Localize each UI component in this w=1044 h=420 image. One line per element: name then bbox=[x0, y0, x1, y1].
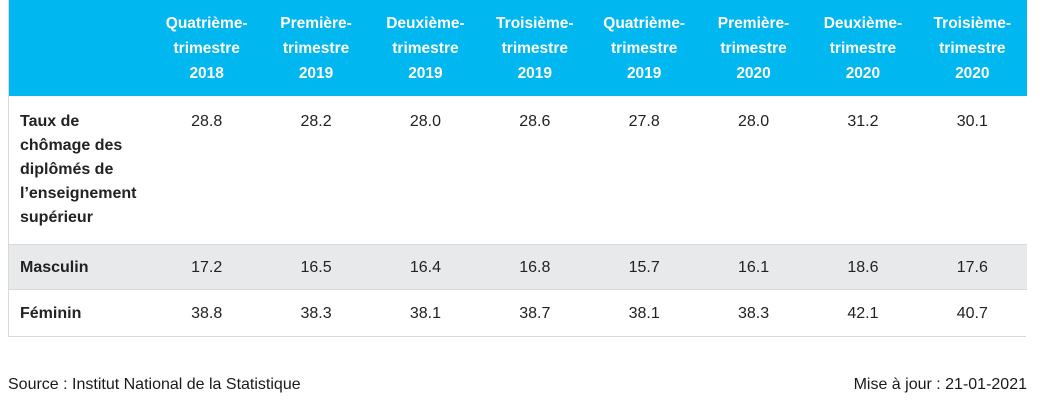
column-header: Troisième-trimestre 2020 bbox=[918, 0, 1027, 96]
header-line: 2018 bbox=[189, 64, 224, 82]
header-line: 2020 bbox=[845, 64, 881, 82]
row-label-line: chômage des bbox=[20, 137, 123, 154]
table-cell: 17.6 bbox=[956, 258, 988, 276]
column-header: Quatrième-trimestre 2019 bbox=[590, 0, 699, 96]
table-row: Masculin 17.2 16.5 16.4 16.8 15.7 16.1 1… bbox=[9, 244, 1027, 289]
table-cell: 16.4 bbox=[409, 258, 441, 276]
header-line: Deuxième- bbox=[823, 14, 903, 32]
row-label-line: diplômés de bbox=[20, 161, 114, 178]
header-line: Quatrième- bbox=[603, 14, 686, 32]
header-line: 2019 bbox=[408, 64, 443, 82]
header-line: Première- bbox=[717, 14, 790, 32]
table-cell: 42.1 bbox=[847, 304, 879, 322]
row-label: Masculin bbox=[20, 258, 89, 276]
column-header: Deuxième-trimestre 2019 bbox=[371, 0, 480, 96]
table-cell: 30.1 bbox=[956, 113, 988, 130]
table-cell: 38.1 bbox=[409, 304, 441, 322]
table-cell: 38.3 bbox=[300, 304, 332, 322]
table-cell: 18.6 bbox=[847, 258, 879, 276]
table-cell: 28.8 bbox=[191, 113, 223, 130]
row-label: Taux de chômage des diplômés de l’enseignem… bbox=[9, 96, 152, 244]
table-cell: 38.7 bbox=[519, 304, 551, 322]
column-header: Troisième-trimestre 2019 bbox=[480, 0, 589, 96]
row-label-line: l’enseignement bbox=[20, 185, 137, 202]
header-line: 2020 bbox=[955, 64, 990, 82]
header-line: Deuxième- bbox=[386, 14, 465, 32]
data-table-container: Quatrième-trimestre 2018 Première-trimest… bbox=[8, 0, 1027, 337]
header-line: trimestre bbox=[282, 39, 350, 57]
table-cell: 28.0 bbox=[409, 113, 441, 130]
row-label: Féminin bbox=[20, 304, 82, 322]
header-line: 2019 bbox=[517, 64, 553, 82]
table-cell: 28.6 bbox=[519, 113, 551, 130]
header-line: trimestre bbox=[173, 39, 240, 57]
table-row: Taux de chômage des diplômés de l’enseignem… bbox=[9, 96, 1027, 244]
table-cell: 38.3 bbox=[737, 304, 770, 322]
unemployment-table: Quatrième-trimestre 2018 Première-trimest… bbox=[9, 0, 1027, 336]
table-cell: 38.1 bbox=[628, 304, 660, 322]
header-line: Troisième- bbox=[496, 14, 574, 32]
table-cell: 27.8 bbox=[628, 113, 660, 130]
header-line: Première- bbox=[280, 14, 352, 32]
header-line: trimestre bbox=[501, 39, 568, 57]
table-cell: 31.2 bbox=[847, 113, 879, 130]
table-cell: 16.8 bbox=[519, 258, 551, 276]
header-line: trimestre bbox=[720, 39, 787, 57]
table-header: Quatrième-trimestre 2018 Première-trimest… bbox=[9, 0, 1027, 96]
column-header: Quatrième-trimestre 2018 bbox=[152, 0, 261, 96]
header-line: trimestre bbox=[611, 39, 678, 57]
header-line: 2019 bbox=[298, 64, 334, 82]
table-cell: 40.7 bbox=[956, 304, 988, 322]
column-header: Deuxième-trimestre 2020 bbox=[808, 0, 917, 96]
header-row: Quatrième-trimestre 2018 Première-trimest… bbox=[9, 0, 1027, 96]
table-cell: 17.2 bbox=[191, 258, 223, 276]
header-line: Quatrième- bbox=[165, 14, 248, 32]
table-row: Féminin 38.8 38.3 38.1 38.7 38.1 38.3 42… bbox=[9, 289, 1027, 336]
table-cell: 15.7 bbox=[628, 258, 660, 276]
source-note: Source : Institut National de la Statist… bbox=[8, 376, 301, 393]
table-body: Taux de chômage des diplômés de l’enseignem… bbox=[9, 96, 1027, 336]
header-line: trimestre bbox=[829, 39, 897, 57]
table-cell: 16.1 bbox=[737, 258, 770, 276]
header-line: trimestre bbox=[392, 39, 459, 57]
row-label-line: Taux de bbox=[20, 113, 80, 130]
header-line: Troisième- bbox=[933, 14, 1012, 32]
header-line: trimestre bbox=[939, 39, 1006, 57]
header-line: 2019 bbox=[626, 64, 662, 82]
table-cell: 28.2 bbox=[300, 113, 332, 130]
table-cell: 38.8 bbox=[191, 304, 223, 322]
column-header: Première-trimestre 2020 bbox=[699, 0, 808, 96]
update-date: Mise à jour : 21-01-2021 bbox=[853, 376, 1027, 393]
header-line: 2020 bbox=[736, 64, 771, 82]
header-corner bbox=[9, 0, 152, 96]
column-header: Première-trimestre 2019 bbox=[261, 0, 370, 96]
row-label-line: supérieur bbox=[20, 209, 93, 226]
table-cell: 16.5 bbox=[300, 258, 332, 276]
table-cell: 28.0 bbox=[737, 113, 770, 130]
